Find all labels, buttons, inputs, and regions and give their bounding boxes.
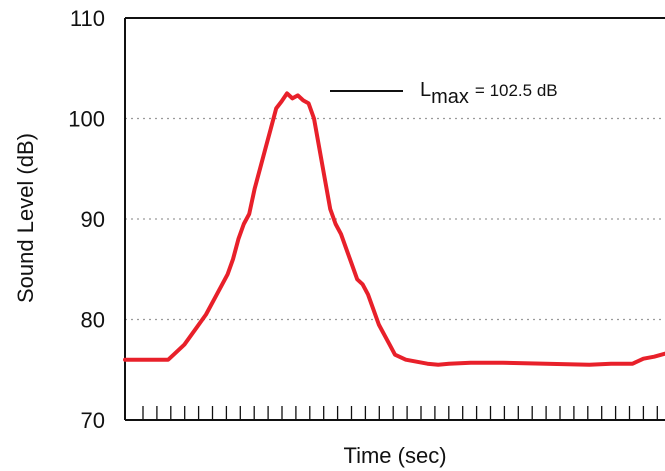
annotation-layer: Lmax = 102.5 dB xyxy=(330,79,558,108)
lmax-annotation: Lmax = 102.5 dB xyxy=(420,79,558,108)
series-line-0 xyxy=(123,91,665,367)
y-tick-label-110: 110 xyxy=(70,6,105,31)
y-tick-label-100: 100 xyxy=(68,107,105,132)
lmax-symbol: L xyxy=(420,79,431,101)
axes xyxy=(124,17,665,421)
lmax-subscript: max xyxy=(431,86,469,108)
y-axis-title: Sound Level (dB) xyxy=(13,133,38,303)
y-tick-label-70: 70 xyxy=(81,408,105,433)
lmax-value: = 102.5 dB xyxy=(475,81,558,100)
y-tick-label-90: 90 xyxy=(81,207,105,232)
x-minor-ticks xyxy=(142,406,658,420)
y-tick-labels: 70 80 90 100 110 xyxy=(68,6,105,433)
series-layer xyxy=(123,91,665,367)
y-tick-label-80: 80 xyxy=(81,308,105,333)
grid-lines xyxy=(125,117,665,321)
x-axis-title: Time (sec) xyxy=(343,443,446,468)
